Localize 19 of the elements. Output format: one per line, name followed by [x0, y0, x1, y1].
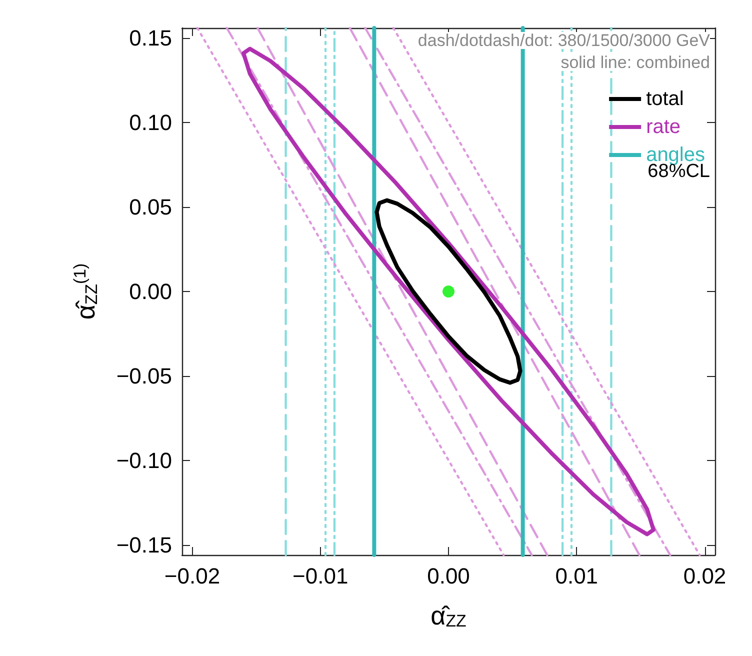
x-tick-label: 0.00	[427, 564, 470, 588]
annotation: solid line: combined	[560, 53, 710, 72]
y-tick-label: 0.15	[129, 26, 172, 51]
legend-label: rate	[646, 116, 681, 138]
x-tick-label: −0.02	[164, 564, 220, 588]
y-tick-label: −0.10	[116, 448, 172, 473]
x-tick-label: 0.01	[555, 564, 598, 588]
y-tick-label: 0.10	[129, 110, 172, 136]
y-tick-label: 0.00	[129, 279, 172, 304]
x-tick-label: −0.01	[292, 564, 348, 588]
y-tick-label: −0.15	[116, 532, 172, 558]
legend-label: total	[646, 88, 684, 110]
y-tick-label: 0.05	[129, 194, 172, 220]
x-tick-label: 0.02	[683, 564, 726, 588]
annotation: dash/dotdash/dot: 380/1500/3000 GeV	[418, 31, 711, 50]
y-tick-label: −0.05	[116, 363, 172, 388]
x-axis-title: α̂ZZ	[430, 600, 466, 631]
legend-label: angles	[646, 144, 705, 166]
y-axis-title: α̂ZZ(1)	[70, 263, 101, 320]
